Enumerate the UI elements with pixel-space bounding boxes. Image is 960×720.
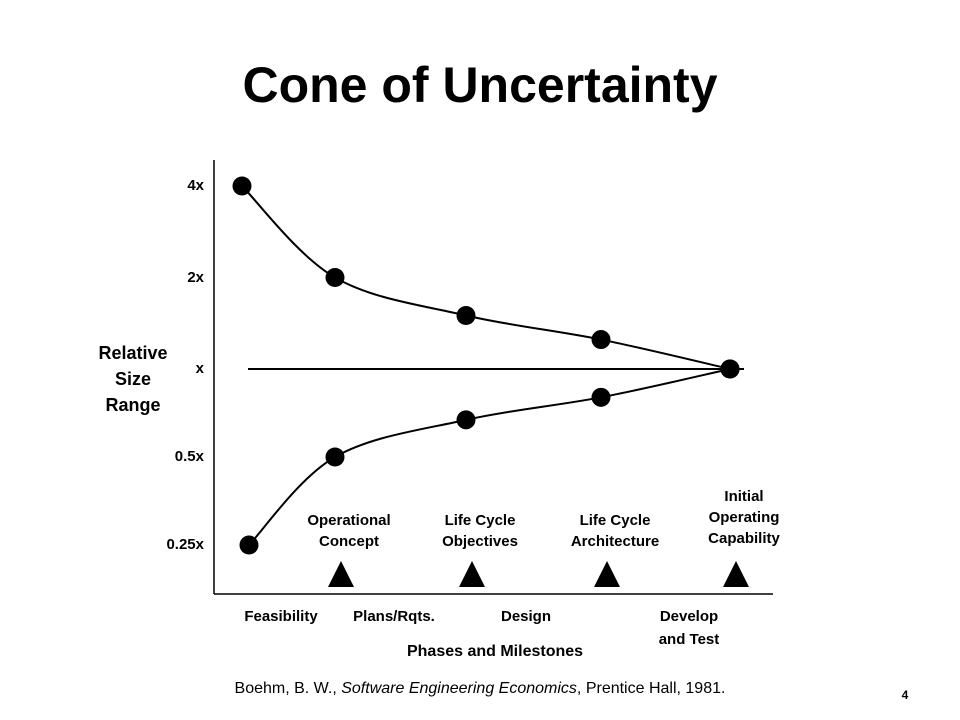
phase-label-feasibility: Feasibility xyxy=(221,605,341,628)
milestone-label-line: Initial xyxy=(724,488,764,505)
milestone-label-line: Objectives xyxy=(442,533,518,550)
y-tick-label-0-25x: 0.25x xyxy=(166,536,204,553)
upper-data-point-2 xyxy=(456,305,476,325)
lower-data-point-0 xyxy=(239,535,259,555)
phase-label-line: Feasibility xyxy=(244,608,318,625)
lower-data-point-1 xyxy=(325,447,345,467)
lower-data-point-4 xyxy=(720,359,740,379)
upper-bound-curve xyxy=(241,185,731,370)
citation: Boehm, B. W., Software Engineering Econo… xyxy=(0,680,960,698)
milestone-label-life-cycle-architecture: Life Cycle Architecture xyxy=(550,510,680,552)
citation-publisher: , Prentice Hall, 1981. xyxy=(576,680,726,697)
milestone-label-line: Operating xyxy=(708,509,780,526)
phase-label-line: Develop xyxy=(659,608,719,625)
slide-title: Cone of Uncertainty xyxy=(242,57,718,113)
phase-label-develop-and-test: Develop and Test xyxy=(629,605,749,651)
y-axis-label-line-2: Size xyxy=(114,369,152,389)
y-tick-label-4x: 4x xyxy=(187,177,204,194)
phase-label-plans-rqts: Plans/Rqts. xyxy=(334,605,454,628)
upper-data-point-0 xyxy=(232,176,252,196)
milestone-label-life-cycle-objectives: Life Cycle Objectives xyxy=(415,510,545,552)
milestone-marker-1 xyxy=(459,561,485,587)
x-axis-label: Phases and Milestones xyxy=(406,643,584,660)
milestone-label-line: Life Cycle xyxy=(444,512,516,529)
milestone-marker-2 xyxy=(594,561,620,587)
milestone-label-line: Capability xyxy=(708,530,780,547)
y-axis-label-line-1: Relative xyxy=(98,343,168,363)
phase-label-line: Design xyxy=(500,608,551,625)
lower-data-point-2 xyxy=(456,410,476,430)
citation-authors: Boehm, B. W., xyxy=(234,680,342,697)
page-number: 4 xyxy=(901,688,909,702)
y-axis-label-line-3: Range xyxy=(105,395,161,415)
upper-data-point-1 xyxy=(325,268,345,287)
phase-label-line: and Test xyxy=(658,631,720,648)
milestone-label-line: Architecture xyxy=(570,533,660,550)
milestone-label-initial-operating-capability: Initial Operating Capability xyxy=(679,486,809,549)
milestone-label-operational-concept: Operational Concept xyxy=(284,510,414,552)
y-axis-label: Relative Size Range xyxy=(78,340,188,418)
phase-label-line: Plans/Rqts. xyxy=(353,608,435,625)
y-tick-label-x: x xyxy=(195,360,204,377)
citation-book-title: Software Engineering Economics xyxy=(341,680,577,697)
y-tick-label-0-5x: 0.5x xyxy=(174,448,204,465)
milestone-label-line: Concept xyxy=(319,533,379,550)
upper-data-point-3 xyxy=(591,330,611,350)
milestone-label-line: Life Cycle xyxy=(579,512,651,529)
milestone-marker-0 xyxy=(328,561,354,587)
phase-label-design: Design xyxy=(466,605,586,628)
milestone-marker-3 xyxy=(723,561,749,587)
milestone-label-line: Operational xyxy=(307,512,391,529)
lower-data-point-3 xyxy=(591,387,611,407)
y-tick-label-2x: 2x xyxy=(187,268,204,286)
